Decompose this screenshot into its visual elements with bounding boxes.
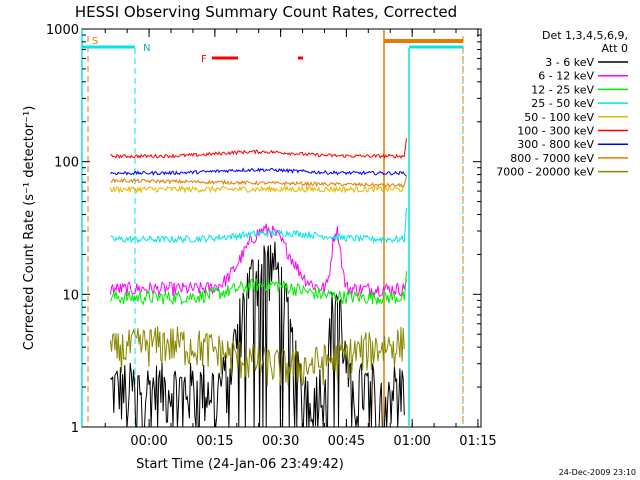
x-axis: 00:00 00:15 00:30 00:45 01:00 01:15 (104, 29, 497, 449)
footer-date: 24-Dec-2009 23:10 (559, 468, 636, 477)
saa-flag-label: S (92, 36, 98, 47)
legend-entry-label: 7000 - 20000 keV (496, 166, 594, 179)
series-line (110, 184, 405, 194)
x-axis-label: Start Time (24-Jan-06 23:49:42) (136, 457, 344, 472)
flag-lines: S N F (81, 29, 464, 427)
series-line (110, 138, 407, 160)
legend-entry-label: 6 - 12 keV (538, 70, 594, 83)
chart-title: HESSI Observing Summary Count Rates, Cor… (75, 3, 457, 21)
series-layer (110, 138, 407, 428)
x-tick-label: 00:30 (262, 434, 299, 449)
y-axis: 1 10 100 1000 (46, 23, 481, 436)
y-tick-label: 10 (62, 288, 79, 303)
series-line (110, 326, 405, 387)
legend-entry-label: 3 - 6 keV (545, 56, 594, 69)
legend-entry-label: 100 - 300 keV (517, 125, 594, 138)
legend-entry-label: 300 - 800 keV (517, 138, 594, 151)
night-flag-label: N (143, 43, 150, 54)
legend-entry-label: 25 - 50 keV (531, 97, 594, 110)
x-tick-label: 00:15 (196, 434, 233, 449)
series-line (110, 167, 407, 177)
legend-entry-label: 800 - 7000 keV (510, 152, 594, 165)
x-tick-label: 00:45 (328, 434, 365, 449)
series-line (110, 175, 407, 188)
x-tick-label: 00:00 (130, 434, 167, 449)
series-line (110, 207, 407, 244)
series-line (110, 270, 407, 306)
y-axis-label: Corrected Count Rate (s⁻¹ detector⁻¹) (22, 106, 37, 351)
y-tick-label: 100 (54, 156, 79, 171)
legend-entry-label: 12 - 25 keV (531, 83, 594, 96)
flare-flag-label: F (201, 54, 207, 65)
x-tick-label: 01:00 (393, 434, 430, 449)
legend-entry-label: 50 - 100 keV (524, 111, 594, 124)
y-tick-label: 1000 (46, 23, 79, 38)
legend-header-line-1: Det 1,3,4,5,6,9, (542, 29, 628, 42)
y-tick-label: 1 (71, 421, 79, 436)
series-line (110, 241, 405, 428)
legend-header-line-2: Att 0 (602, 42, 628, 55)
x-tick-label: 01:15 (459, 434, 496, 449)
